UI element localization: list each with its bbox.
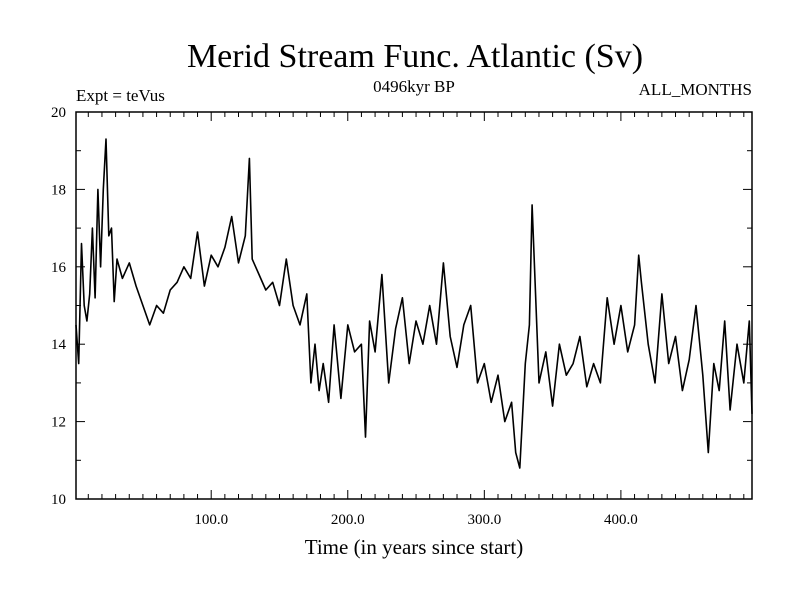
x-tick-label: 100.0 bbox=[194, 512, 228, 528]
y-tick-label: 20 bbox=[51, 105, 66, 121]
tick-labels: 100.0 200.0 300.0 400.0 10 12 14 16 18 20 bbox=[51, 105, 638, 528]
y-tick-label: 10 bbox=[51, 492, 66, 508]
x-tick-label: 300.0 bbox=[467, 512, 501, 528]
y-tick-label: 12 bbox=[51, 415, 66, 431]
experiment-label: Expt = teVus bbox=[76, 86, 165, 105]
y-tick-label: 16 bbox=[51, 260, 67, 276]
y-tick-label: 14 bbox=[51, 337, 67, 353]
x-tick-label: 200.0 bbox=[331, 512, 365, 528]
x-axis-title: Time (in years since start) bbox=[305, 535, 524, 559]
y-tick-label: 18 bbox=[51, 182, 66, 198]
months-label: ALL_MONTHS bbox=[639, 80, 752, 99]
period-label: 0496kyr BP bbox=[373, 77, 455, 96]
chart-title: Merid Stream Func. Atlantic (Sv) bbox=[187, 38, 643, 75]
x-tick-label: 400.0 bbox=[604, 512, 638, 528]
plot-area bbox=[75, 111, 753, 500]
tick-marks bbox=[76, 112, 752, 499]
series-line bbox=[75, 138, 753, 469]
